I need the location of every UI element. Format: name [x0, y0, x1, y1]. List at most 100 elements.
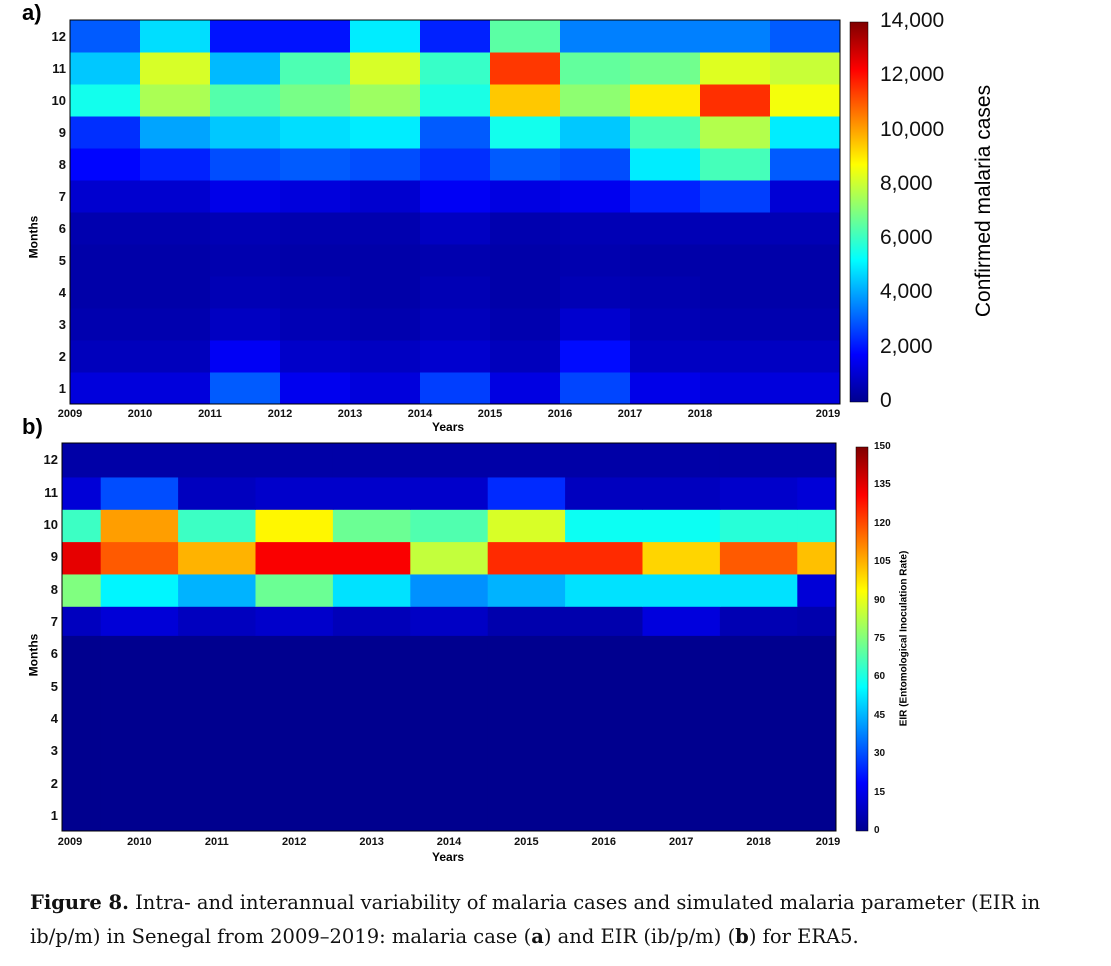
cell-a [560, 52, 631, 85]
colorbar-b-tick: 105 [874, 556, 891, 568]
y-tick-b: 6 [50, 646, 58, 662]
y-tick-a: 12 [51, 29, 66, 44]
cell-b [410, 476, 489, 510]
y-tick-b: 3 [50, 743, 58, 759]
cell-b [332, 573, 411, 607]
cell-a [700, 20, 771, 53]
cell-a [770, 372, 841, 405]
caption-text: Intra- and interannual variability of ma… [30, 891, 1041, 948]
cell-a [350, 148, 421, 181]
cell-a [70, 52, 141, 85]
cell-b [255, 509, 334, 543]
cell-a [140, 84, 211, 117]
cell-a [560, 180, 631, 213]
cell-a [560, 244, 631, 277]
cell-a [770, 244, 841, 277]
cell-b [100, 509, 179, 543]
cell-a [140, 180, 211, 213]
cell-b [797, 606, 837, 636]
cell-a [420, 20, 491, 53]
cell-a [560, 372, 631, 405]
cell-b [565, 509, 643, 543]
cell-b [178, 635, 256, 832]
colorbar-a-tick: 10,000 [880, 117, 945, 141]
cell-a [560, 148, 631, 181]
cell-a [770, 308, 841, 341]
x-tick-b: 2013 [359, 836, 384, 848]
cell-b [410, 606, 489, 636]
cell-a [420, 276, 491, 309]
cell-a [770, 148, 841, 181]
cell-b [255, 476, 334, 510]
cell-b [100, 476, 179, 510]
cell-b [719, 606, 798, 636]
cell-a [210, 52, 281, 85]
cell-a [630, 372, 701, 405]
cell-b [487, 476, 566, 510]
cell-a [700, 84, 771, 117]
cell-a [350, 372, 421, 405]
cell-a [70, 148, 141, 181]
cell-a [70, 244, 141, 277]
x-tick-b: 2010 [127, 836, 152, 848]
cell-b [332, 606, 411, 636]
x-tick-b: 2009 [57, 836, 83, 848]
cell-b [100, 541, 179, 575]
cell-b [62, 573, 102, 607]
cell-a [420, 180, 491, 213]
cell-b [565, 541, 643, 575]
cell-a [280, 180, 351, 213]
heatmap-a [70, 20, 841, 405]
cell-a [280, 276, 351, 309]
y-tick-b: 10 [43, 516, 58, 532]
cell-b [100, 573, 179, 607]
colorbar-a-tick: 8,000 [880, 171, 933, 195]
cell-b [255, 541, 334, 575]
x-tick-a: 2019 [815, 408, 841, 420]
cell-a [280, 116, 351, 149]
cell-a [770, 212, 841, 245]
cell-a [140, 308, 211, 341]
y-tick-a: 1 [58, 381, 66, 396]
cell-a [280, 84, 351, 117]
cell-a [490, 308, 561, 341]
y-tick-b: 5 [50, 678, 58, 694]
cell-b [719, 509, 798, 543]
cell-a [770, 116, 841, 149]
cell-b [332, 443, 411, 478]
cell-a [140, 372, 211, 405]
cell-a [70, 340, 141, 373]
cell-b [62, 476, 102, 510]
cell-a [490, 340, 561, 373]
cell-a [420, 84, 491, 117]
cell-a [560, 116, 631, 149]
cell-a [490, 148, 561, 181]
colorbar-b-tick: 150 [874, 441, 891, 452]
cell-a [420, 244, 491, 277]
cell-a [700, 372, 771, 405]
cell-b [178, 541, 256, 575]
cell-b [332, 541, 411, 575]
cell-b [100, 635, 179, 832]
y-tick-a: 3 [58, 317, 66, 332]
colorbar-b-tick: 0 [874, 825, 880, 836]
cell-a [770, 340, 841, 373]
cell-b [62, 635, 102, 832]
colorbar-b-tick: 45 [874, 709, 886, 721]
cell-b [100, 443, 179, 478]
cell-a [210, 276, 281, 309]
x-tick-a: 2012 [267, 408, 293, 420]
cell-a [350, 340, 421, 373]
y-tick-b: 9 [50, 549, 58, 565]
cell-a [70, 372, 141, 405]
cell-a [210, 340, 281, 373]
cell-b [178, 443, 256, 478]
colorbar-b-tick: 75 [874, 633, 886, 644]
x-tick-b: 2018 [746, 836, 771, 848]
cell-a [700, 52, 771, 85]
y-tick-b: 8 [50, 581, 58, 597]
cell-a [420, 116, 491, 149]
colorbar-a-tick: 6,000 [880, 226, 933, 250]
cell-a [490, 20, 561, 53]
cell-b [332, 509, 411, 543]
